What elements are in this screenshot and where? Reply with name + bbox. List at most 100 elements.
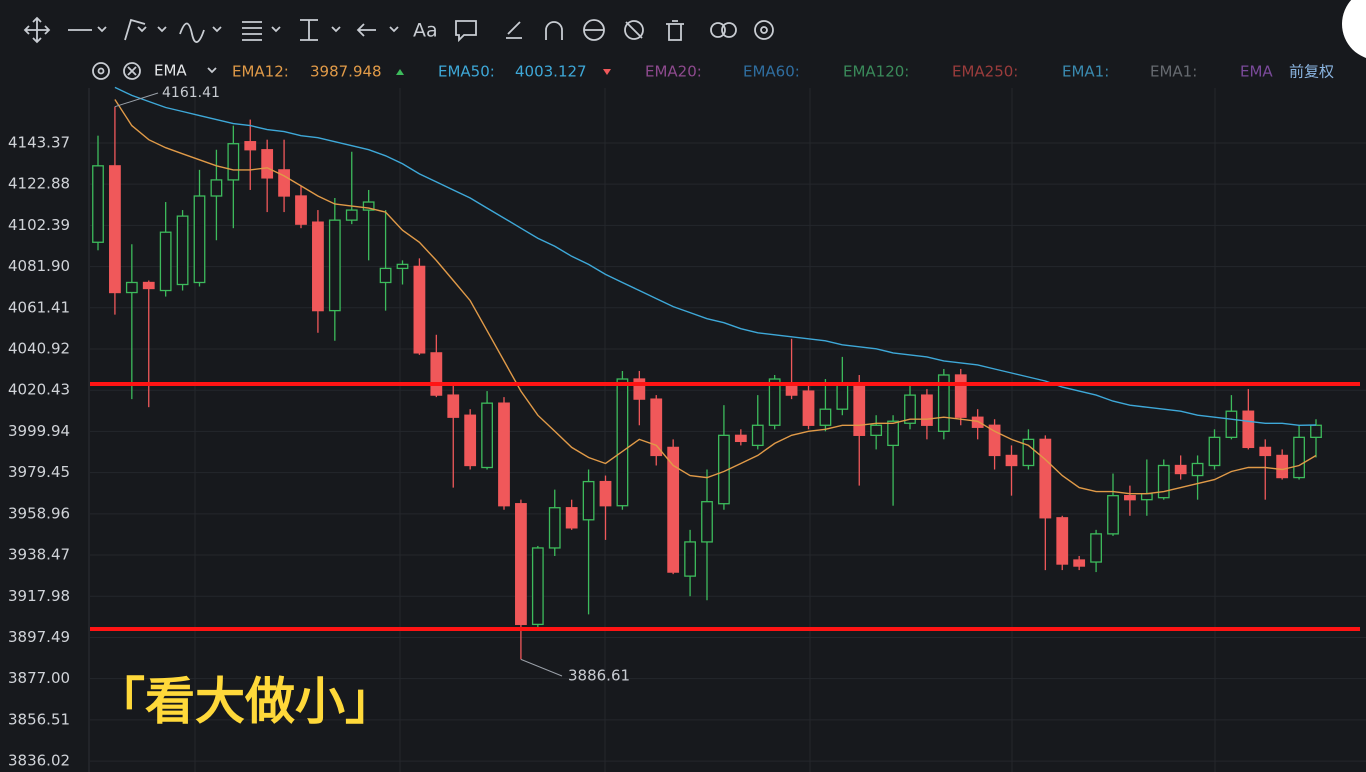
candle-body [565, 507, 578, 529]
candle-body [599, 480, 612, 507]
fib-tool[interactable] [242, 21, 281, 41]
candle-body [701, 501, 713, 543]
candle-body [227, 143, 240, 181]
ema-line [114, 99, 1317, 495]
y-tick-label: 3856.51 [8, 710, 70, 728]
candle-body [244, 141, 257, 151]
y-tick-label: 4102.39 [8, 216, 70, 234]
candle-body [1174, 464, 1187, 475]
toolbar: Aa [23, 0, 1366, 60]
candle-body [481, 402, 493, 469]
y-tick-label: 3979.45 [8, 463, 70, 481]
candle-body [616, 378, 629, 507]
candle-body [1310, 424, 1322, 438]
y-tick-label: 3897.49 [8, 628, 70, 646]
magnet-tool[interactable] [545, 21, 563, 40]
pen-tool[interactable] [506, 21, 522, 39]
candle-body [887, 420, 899, 447]
candle-body [667, 446, 680, 573]
line-tool[interactable] [68, 26, 107, 33]
trend-up-icon [396, 69, 404, 75]
candle-body [531, 547, 544, 626]
candle-body [650, 398, 663, 457]
legend-name: EMA12: [232, 63, 289, 81]
candle-body [1242, 410, 1255, 449]
candle-body [1140, 493, 1153, 501]
candle-body [278, 169, 290, 197]
legend-name: EMA20: [645, 63, 702, 81]
wave-tool[interactable] [179, 22, 222, 43]
candle-body [1259, 446, 1272, 457]
legend-value: 3987.948 [310, 63, 382, 81]
y-tick-label: 4020.43 [8, 381, 70, 399]
candle-body [210, 179, 223, 197]
compare-tool[interactable] [710, 22, 737, 38]
adjustment-mode[interactable]: 前复权 [1289, 63, 1334, 81]
y-tick-label: 3999.94 [8, 422, 70, 440]
delete-tool[interactable] [666, 20, 684, 41]
legend-value: 4003.127 [515, 63, 587, 81]
candle-body [1005, 454, 1018, 467]
legend-name: EMA50: [438, 63, 495, 81]
candle-body [1225, 410, 1238, 438]
y-tick-label: 3958.96 [8, 504, 70, 522]
candle-body [954, 374, 967, 418]
candle-body [1276, 454, 1289, 479]
candle-body [125, 281, 138, 294]
candle-body [1073, 559, 1086, 567]
corner-button[interactable] [1342, 0, 1366, 60]
candle-body [836, 382, 849, 410]
hide-tool[interactable] [624, 20, 644, 40]
candle-body [548, 507, 561, 549]
candle-body [971, 416, 984, 428]
candle-body [328, 219, 341, 312]
candle-body [819, 408, 832, 426]
candle-body [345, 209, 358, 221]
candle-body [1039, 438, 1052, 519]
indicator-settings[interactable] [92, 62, 110, 80]
candle-body [870, 424, 883, 436]
candle-body [1208, 436, 1221, 467]
arrow-tool[interactable] [356, 23, 399, 37]
y-tick-label: 4040.92 [8, 340, 70, 358]
candle-body [633, 378, 646, 400]
candle-body [1293, 436, 1305, 479]
candle-body [261, 149, 274, 179]
candle-body [92, 165, 104, 243]
y-tick-label: 4122.88 [8, 175, 70, 193]
candle-body [582, 480, 595, 521]
candle-body [430, 352, 443, 396]
candle-body [312, 221, 324, 312]
candle-body [1124, 495, 1136, 501]
indicator-dropdown[interactable] [207, 67, 217, 74]
candle-body [1090, 533, 1102, 563]
candle-body [1157, 464, 1170, 499]
candle-body [379, 267, 392, 284]
candle-body [1056, 517, 1069, 565]
text-tool[interactable]: Aa [413, 20, 438, 42]
move-tool[interactable] [23, 16, 51, 44]
candle-body [176, 215, 189, 286]
candle-body [988, 424, 1001, 457]
indicator-name[interactable]: EMA [154, 62, 187, 80]
candle-body [853, 384, 866, 436]
legend-name: EMA1: [1062, 63, 1109, 81]
y-tick-label: 3917.98 [8, 587, 70, 605]
low-leader [520, 658, 563, 677]
lock-tool[interactable] [583, 19, 605, 41]
settings-tool[interactable] [754, 20, 774, 40]
comment-tool[interactable] [455, 20, 477, 43]
y-tick-label: 3836.02 [8, 752, 70, 770]
y-tick-label: 4061.41 [8, 298, 70, 316]
candle-body [159, 231, 172, 292]
measure-tool[interactable] [300, 19, 341, 41]
trend-down-icon [603, 69, 611, 75]
candle-body [1191, 462, 1204, 477]
indicator-close[interactable] [123, 62, 141, 80]
candle-body [193, 195, 206, 284]
legend-name: EMA60: [743, 63, 800, 81]
draw-tool[interactable] [124, 18, 167, 41]
candle-body [464, 414, 477, 467]
candle-body [684, 541, 696, 577]
